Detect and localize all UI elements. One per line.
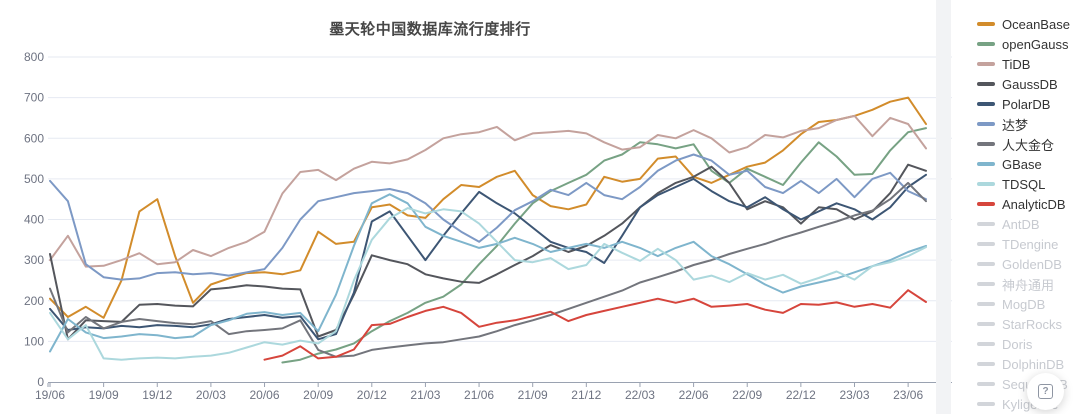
legend-item-label: Doris [1002, 336, 1033, 352]
legend-swatch [977, 182, 995, 186]
legend-swatch [977, 302, 995, 306]
legend-swatch [977, 362, 995, 366]
x-axis-label: 22/12 [786, 388, 816, 402]
series-line-PolarDB [49, 173, 927, 341]
legend-item-DolphinDB[interactable]: DolphinDB [977, 354, 1077, 374]
legend-swatch [977, 162, 995, 166]
legend-item-AnalyticDB[interactable]: AnalyticDB [977, 194, 1077, 214]
legend-item-StarRocks[interactable]: StarRocks [977, 314, 1077, 334]
legend-swatch [977, 382, 995, 386]
y-axis-label: 600 [24, 131, 44, 145]
legend-swatch [977, 42, 995, 46]
legend-item-label: AnalyticDB [1002, 196, 1066, 212]
chart-title: 墨天轮中国数据库流行度排行 [329, 21, 531, 38]
y-axis-label: 0 [37, 375, 44, 389]
x-axis-label: 21/12 [571, 388, 601, 402]
series-line-OceanBase [49, 96, 927, 319]
legend-item-label: TiDB [1002, 56, 1031, 72]
feedback-button[interactable]: ? [1027, 373, 1064, 410]
y-axis-label: 300 [24, 253, 44, 267]
legend-item-label: 人大金仓 [1002, 137, 1055, 153]
y-axis-label: 500 [24, 172, 44, 186]
legend-swatch [977, 242, 995, 246]
legend-item-达梦[interactable]: 达梦 [977, 114, 1077, 134]
series-line-达梦 [49, 153, 927, 281]
legend-swatch [977, 262, 995, 266]
legend-swatch [977, 222, 995, 226]
legend-item-label: PolarDB [1002, 96, 1051, 112]
legend-item-label: OceanBase [1002, 16, 1070, 32]
legend-swatch [977, 102, 995, 106]
legend-item-TiDB[interactable]: TiDB [977, 54, 1077, 74]
series-line-GBase [49, 193, 927, 353]
legend-swatch [977, 62, 995, 66]
y-axis-label: 800 [24, 50, 44, 64]
legend-swatch [977, 202, 995, 206]
legend-item-AntDB[interactable]: AntDB [977, 214, 1077, 234]
legend-item-MogDB[interactable]: MogDB [977, 294, 1077, 314]
legend-item-label: 神舟通用 [1002, 277, 1055, 293]
legend-item-openGauss[interactable]: openGauss [977, 34, 1077, 54]
legend-item-label: TDSQL [1002, 176, 1046, 192]
legend-item-label: GoldenDB [1002, 256, 1062, 272]
x-axis-label: 21/06 [464, 388, 494, 402]
legend-item-GBase[interactable]: GBase [977, 154, 1077, 174]
series-line-人大金仓 [49, 181, 927, 358]
legend-item-Doris[interactable]: Doris [977, 334, 1077, 354]
x-axis-label: 21/09 [518, 388, 548, 402]
legend-swatch [977, 342, 995, 346]
x-axis-label: 23/03 [839, 388, 869, 402]
legend-item-GoldenDB[interactable]: GoldenDB [977, 254, 1077, 274]
series-line-openGauss [281, 127, 927, 364]
series-line-GaussDB [49, 163, 927, 341]
legend-item-label: openGauss [1002, 36, 1069, 52]
legend-swatch [977, 402, 995, 406]
x-axis-label: 20/12 [357, 388, 387, 402]
legend-item-label: TDengine [1002, 236, 1059, 252]
legend-swatch [977, 322, 995, 326]
x-axis-label: 22/03 [625, 388, 655, 402]
legend-item-神舟通用[interactable]: 神舟通用 [977, 274, 1077, 294]
legend-item-TDSQL[interactable]: TDSQL [977, 174, 1077, 194]
x-axis-label: 20/09 [303, 388, 333, 402]
legend-swatch [977, 82, 995, 86]
legend: OceanBase openGauss TiDB GaussDB PolarDB 达梦人大… [977, 14, 1077, 414]
legend-swatch [977, 22, 995, 26]
legend-item-OceanBase[interactable]: OceanBase [977, 14, 1077, 34]
x-axis-label: 19/09 [89, 388, 119, 402]
legend-item-GaussDB[interactable]: GaussDB [977, 74, 1077, 94]
x-axis-label: 22/09 [732, 388, 762, 402]
scrollbar-track[interactable] [936, 0, 951, 414]
x-axis-label: 21/03 [410, 388, 440, 402]
legend-item-label: GBase [1002, 156, 1042, 172]
y-axis-label: 200 [24, 294, 44, 308]
y-axis-label: 100 [24, 334, 44, 348]
legend-item-label: StarRocks [1002, 316, 1062, 332]
x-axis-label: 19/06 [35, 388, 65, 402]
legend-item-label: 达梦 [1002, 117, 1029, 133]
x-axis-label: 19/12 [142, 388, 172, 402]
x-axis-label: 22/06 [679, 388, 709, 402]
series-line-TiDB [49, 114, 927, 268]
y-axis-label: 700 [24, 91, 44, 105]
series-line-AnalyticDB [263, 289, 927, 361]
series-line-TDSQL [49, 207, 927, 361]
question-square-icon: ? [1038, 384, 1053, 399]
legend-item-label: MogDB [1002, 296, 1046, 312]
legend-item-label: GaussDB [1002, 76, 1058, 92]
legend-swatch [977, 122, 995, 126]
legend-item-PolarDB[interactable]: PolarDB [977, 94, 1077, 114]
x-axis-label: 20/03 [196, 388, 226, 402]
legend-swatch [977, 282, 995, 286]
x-axis-label: 20/06 [250, 388, 280, 402]
legend-item-TDengine[interactable]: TDengine [977, 234, 1077, 254]
legend-item-人大金仓[interactable]: 人大金仓 [977, 134, 1077, 154]
y-axis-label: 400 [24, 213, 44, 227]
legend-item-label: AntDB [1002, 216, 1040, 232]
legend-item-label: DolphinDB [1002, 356, 1065, 372]
x-axis-label: 23/06 [893, 388, 923, 402]
legend-swatch [977, 142, 995, 146]
